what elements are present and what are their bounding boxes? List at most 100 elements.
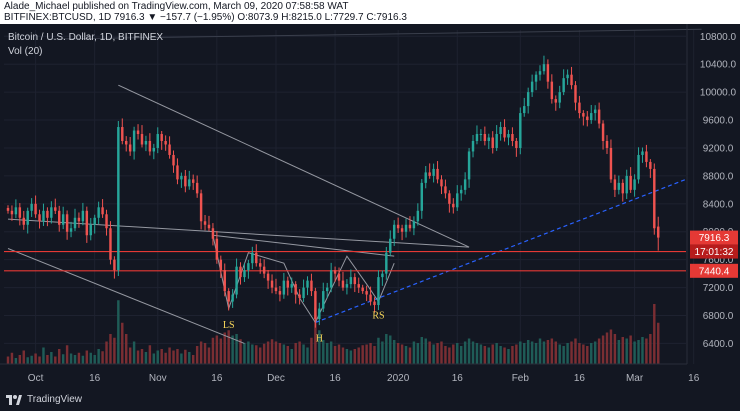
volume-bar	[310, 337, 313, 364]
chart-legend-title: Bitcoin / U.S. Dollar, 1D, BITFINEX	[8, 32, 163, 43]
volume-bar	[428, 341, 431, 364]
volume-bar	[416, 343, 420, 364]
descending-trendline	[7, 218, 470, 248]
volume-bar	[657, 322, 660, 364]
price-tick-label: 8800.0	[703, 171, 734, 182]
candle-body	[629, 175, 632, 190]
time-tick-label: Nov	[149, 373, 167, 384]
time-axis[interactable]: Oct 16 Nov 16 Dec 16 2020 16 Feb 16 Mar 16	[0, 363, 700, 384]
candle-body	[625, 175, 628, 194]
support-level-tag	[690, 263, 738, 278]
volume-bar	[519, 341, 522, 364]
candle-body	[586, 116, 589, 121]
candle-body	[597, 109, 601, 124]
candle-body	[392, 224, 396, 239]
price-tick-label: 10400.0	[700, 60, 737, 71]
volume-bar	[432, 344, 435, 364]
candle-body	[428, 172, 431, 176]
candle-body	[243, 270, 246, 278]
candle-body	[172, 154, 175, 166]
candle-body	[195, 182, 199, 194]
candle-body	[436, 168, 439, 180]
candle-body	[515, 140, 518, 148]
volume-bar	[325, 343, 329, 364]
volume-bar	[452, 344, 455, 364]
candle-body	[605, 140, 609, 148]
candle-body	[184, 175, 187, 187]
candle-body	[69, 228, 73, 232]
candle-body	[578, 102, 581, 114]
candle-body	[274, 287, 278, 292]
volume-bar	[605, 332, 609, 364]
time-tick-label: Oct	[28, 373, 44, 384]
symbol-quote-line: BITFINEX:BTCUSD, 1D 7916.3 ▼ −157.7 (−1.…	[4, 12, 407, 23]
current-price-tag	[690, 230, 738, 245]
candle-body	[278, 291, 282, 295]
volume-bar	[534, 343, 538, 364]
volume-bar	[255, 345, 258, 364]
candle-body	[262, 266, 266, 274]
volume-bar	[164, 352, 167, 364]
candle-body	[381, 273, 384, 278]
volume-bar	[586, 346, 589, 364]
volume-bar	[270, 339, 274, 364]
candle-body	[440, 179, 443, 187]
price-tick-label: 7200.0	[703, 283, 734, 294]
candle-body	[294, 284, 297, 295]
publisher-line: Alade_Michael published on TradingView.c…	[4, 1, 349, 12]
volume-bar	[286, 346, 290, 364]
candle-body	[164, 140, 167, 145]
candle-body	[475, 134, 479, 141]
candle-body	[203, 221, 207, 225]
volume-bar	[333, 346, 337, 364]
candle-body	[50, 207, 53, 218]
candle-body	[125, 140, 128, 145]
volume-bar	[109, 334, 112, 364]
volume-bar	[243, 343, 246, 364]
candle-body	[617, 182, 621, 190]
volume-bar	[235, 334, 238, 364]
volume-bar	[381, 341, 384, 364]
candle-body	[511, 134, 514, 141]
price-tick-label: 9200.0	[703, 143, 734, 154]
volume-bar	[180, 353, 183, 364]
current-price-tag-text: 7916.3	[699, 233, 730, 244]
candle-body	[235, 266, 238, 295]
candle-body	[365, 291, 368, 295]
bar-countdown-tag	[690, 244, 738, 259]
candle-body	[526, 92, 530, 107]
candle-body	[322, 291, 325, 309]
candle-body	[467, 151, 471, 180]
candle-body	[113, 259, 116, 271]
volume-bar	[251, 344, 254, 364]
price-tags: 7916.3 17:01:32 7440.4	[690, 230, 738, 278]
volume-bar	[487, 347, 491, 364]
tradingview-logo[interactable]: TradingView	[6, 393, 82, 405]
volume-bar	[400, 344, 404, 364]
volume-bar	[593, 341, 597, 364]
candle-body	[223, 270, 226, 292]
candle-body	[180, 175, 183, 180]
candle-body	[471, 140, 475, 152]
candle-body	[286, 280, 290, 288]
volume-bar	[258, 347, 262, 364]
candle-body	[73, 217, 77, 229]
candle-body	[456, 193, 459, 208]
candle-body	[337, 273, 341, 281]
volume-bar	[322, 340, 325, 364]
volume-bar	[463, 341, 467, 364]
candle-body	[191, 179, 195, 183]
candle-body	[593, 109, 597, 114]
volume-bar	[408, 347, 412, 364]
candle-body	[34, 203, 37, 215]
volume-bar	[523, 343, 526, 364]
candles	[6, 55, 660, 328]
volume-bar	[396, 343, 400, 364]
candle-body	[495, 134, 498, 148]
candle-body	[396, 224, 400, 229]
time-tick-label: Feb	[512, 373, 530, 384]
candle-body	[61, 214, 65, 225]
volume-bar	[570, 341, 573, 364]
candle-body	[570, 74, 573, 86]
